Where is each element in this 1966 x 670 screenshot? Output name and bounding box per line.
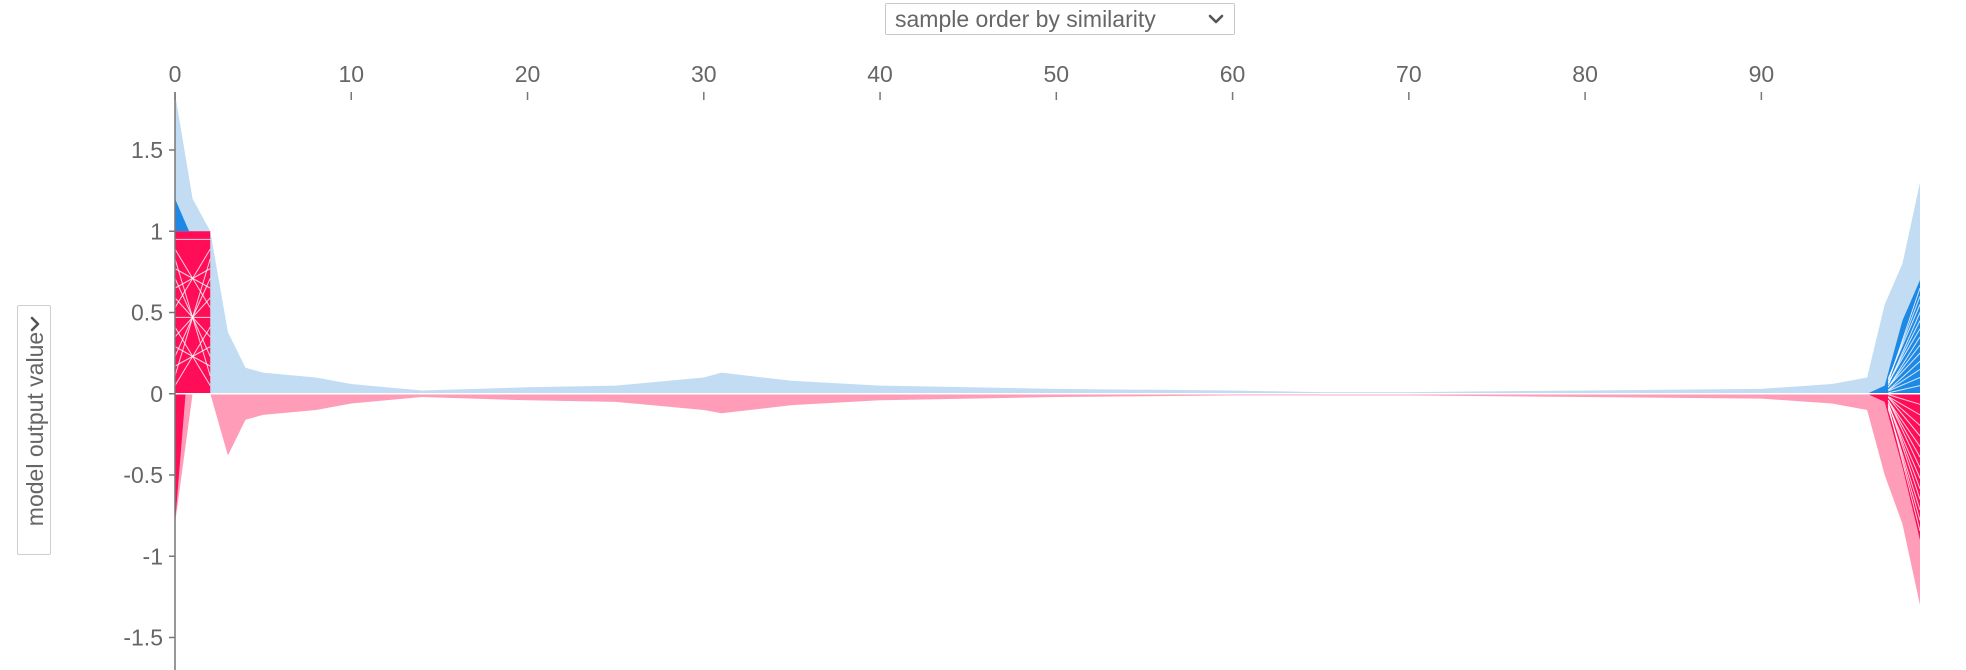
- y-tick-label: 1: [150, 218, 163, 244]
- x-tick-label: 50: [1044, 61, 1070, 87]
- y-tick-label: -1.5: [123, 625, 163, 651]
- y-axis-label-select[interactable]: model output value: [17, 305, 51, 555]
- plot-area: [174, 93, 1921, 605]
- positive-area-inner-left: [175, 198, 190, 232]
- x-tick-label: 20: [515, 61, 541, 87]
- sample-order-select[interactable]: sample order by similarity: [885, 3, 1235, 35]
- x-tick-label: 30: [691, 61, 717, 87]
- x-tick-label: 80: [1572, 61, 1598, 87]
- feature-separators: [174, 238, 1921, 532]
- chevron-down-icon: [1208, 14, 1224, 24]
- x-tick-label: 10: [338, 61, 364, 87]
- y-tick-label: 0.5: [131, 300, 163, 326]
- x-tick-label: 60: [1220, 61, 1246, 87]
- x-tick-label: 0: [169, 61, 182, 87]
- axes: 0 10 20 30 40 50 60 70 80 90 1.5 1 0.5 0 -0.5 -1 -1.5: [123, 61, 1774, 670]
- negative-area-outer: [175, 393, 1920, 605]
- y-tick-label: 0: [150, 381, 163, 407]
- y-tick-label: -1: [143, 543, 163, 569]
- x-tick-label: 90: [1749, 61, 1775, 87]
- positive-area-outer: [175, 93, 1920, 394]
- y-tick-label: -0.5: [123, 462, 163, 488]
- x-tick-label: 70: [1396, 61, 1422, 87]
- sample-order-select-value: sample order by similarity: [895, 5, 1156, 32]
- chevron-right-icon: [30, 316, 40, 332]
- x-tick-label: 40: [867, 61, 893, 87]
- y-tick-label: 1.5: [131, 137, 163, 163]
- negative-area-inner-left: [175, 231, 211, 524]
- negative-area-inner-right: [1867, 393, 1920, 540]
- positive-area-inner-right: [1867, 280, 1920, 394]
